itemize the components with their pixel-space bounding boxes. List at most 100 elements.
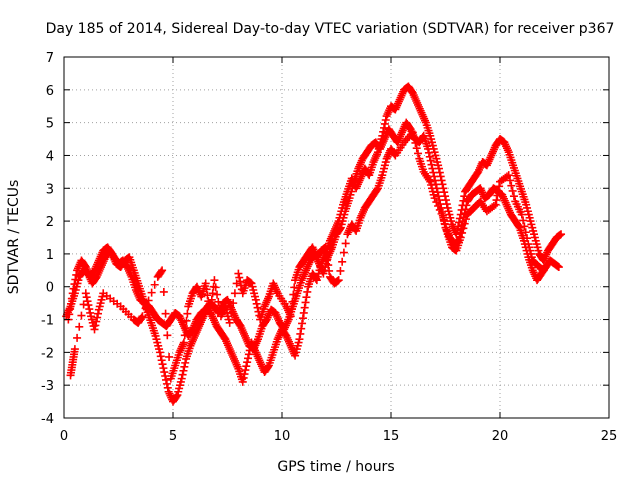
x-tick-label: 10 (274, 429, 291, 444)
data-point (214, 297, 223, 306)
data-point (557, 230, 566, 239)
data-point (144, 296, 153, 305)
y-tick-label: -4 (41, 412, 54, 427)
data-point (460, 219, 469, 228)
data-point (82, 293, 91, 302)
data-point (300, 303, 309, 312)
data-point (441, 192, 450, 201)
data-point (235, 273, 244, 282)
data-point (459, 196, 468, 205)
data-point (297, 324, 306, 333)
data-point (493, 191, 502, 200)
x-tick-label: 25 (601, 429, 618, 444)
data-point (289, 290, 298, 299)
data-point (162, 379, 171, 388)
data-point (460, 192, 469, 201)
data-point (75, 322, 84, 331)
x-axis-label: GPS time / hours (277, 459, 394, 475)
data-point (302, 293, 311, 302)
data-point (334, 276, 343, 285)
data-point (441, 196, 450, 205)
data-point (163, 383, 172, 392)
data-point (380, 119, 389, 128)
data-point (93, 313, 102, 322)
data-point (71, 275, 80, 284)
data-point (252, 299, 261, 308)
data-point (435, 168, 444, 177)
data-point (457, 205, 466, 214)
data-point (434, 164, 443, 173)
series-trace-c (66, 128, 548, 383)
data-point (179, 366, 188, 375)
data-point (325, 266, 334, 275)
data-point (66, 299, 75, 308)
data-point (150, 280, 159, 289)
data-point (81, 289, 90, 298)
data-point (182, 316, 191, 325)
data-point (506, 176, 515, 185)
data-point (253, 303, 262, 312)
data-point (438, 180, 447, 189)
data-point (491, 200, 500, 209)
data-point (137, 313, 146, 322)
y-tick-label: -1 (41, 314, 54, 329)
data-point (251, 295, 260, 304)
data-point (159, 364, 168, 373)
y-axis-label: SDTVAR / TECUs (6, 180, 22, 295)
data-point (336, 266, 345, 275)
data-point (236, 277, 245, 286)
data-point (141, 304, 150, 313)
data-point (453, 226, 462, 235)
tick-layer: 0 5 10 15 20 25 -4 -3 -2 -1 0 1 2 3 4 5 6 7 (41, 51, 617, 444)
data-point (138, 312, 147, 321)
x-tick-label: 0 (60, 429, 68, 444)
data-point (207, 295, 216, 304)
data-point (539, 266, 548, 275)
data-point (435, 205, 444, 214)
chart-title: Day 185 of 2014, Sidereal Day-to-day VTE… (46, 21, 615, 37)
data-point (225, 318, 234, 327)
data-point (243, 358, 252, 367)
data-point (178, 370, 187, 379)
data-point (455, 218, 464, 227)
data-point (414, 149, 423, 158)
data-point (241, 366, 250, 375)
data-point (380, 123, 389, 132)
x-tick-label: 5 (169, 429, 177, 444)
data-point (227, 308, 236, 317)
data-point (206, 308, 215, 317)
data-point (495, 182, 504, 191)
data-point (70, 280, 79, 289)
data-point (554, 263, 563, 272)
data-point (408, 128, 417, 137)
data-point (338, 257, 347, 266)
y-tick-label: 4 (46, 149, 54, 164)
data-point (155, 348, 164, 357)
y-tick-label: 6 (46, 84, 54, 99)
data-point (295, 335, 304, 344)
data-point (434, 201, 443, 210)
data-layer (62, 82, 566, 406)
data-point (288, 297, 297, 306)
data-point (244, 350, 253, 359)
x-tick-label: 15 (383, 429, 400, 444)
data-point (66, 305, 75, 314)
data-point (177, 374, 186, 383)
data-point (507, 181, 516, 190)
data-point (339, 248, 348, 257)
data-point (160, 368, 169, 377)
data-point (94, 309, 103, 318)
data-point (156, 352, 165, 361)
data-point (321, 243, 330, 252)
data-point (172, 392, 181, 401)
data-point (461, 215, 470, 224)
data-point (459, 224, 468, 233)
data-point (84, 301, 93, 310)
data-point (206, 302, 215, 311)
data-point (242, 362, 251, 371)
data-point (147, 288, 156, 297)
data-point (264, 362, 273, 371)
data-point (458, 228, 467, 237)
